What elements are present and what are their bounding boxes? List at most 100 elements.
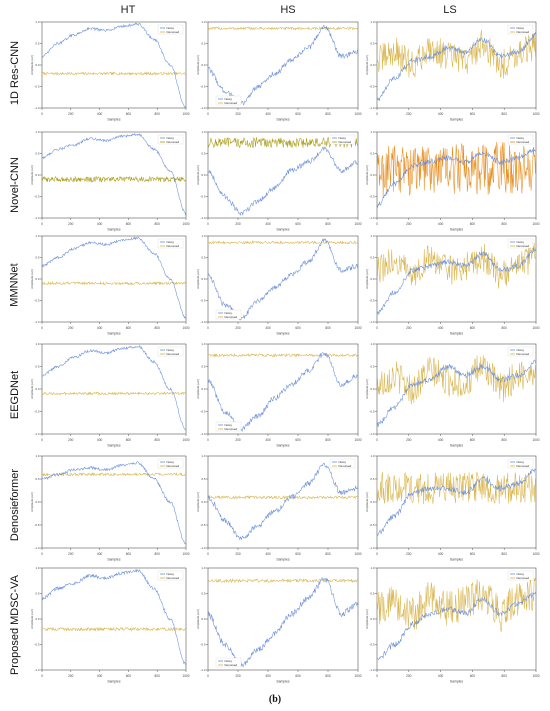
legend-label-denoised: Denoised bbox=[339, 140, 352, 144]
x-tick-label: 0 bbox=[41, 438, 43, 442]
y-tick-label: 0.0 bbox=[35, 173, 40, 177]
series-line-noisy bbox=[207, 462, 359, 541]
x-axis-label: Samples bbox=[450, 558, 463, 562]
y-tick-label: -0.5 bbox=[200, 195, 206, 199]
series-line-noisy bbox=[376, 359, 537, 427]
row-label-text: Proposed MDSC-VA bbox=[9, 574, 21, 676]
y-axis-label: Amplitude (uV) bbox=[365, 55, 369, 75]
chart-svg: 0 200 400 600 800 1000 -1.0 -0.5 0.0 0.5 1.0 Sample… bbox=[365, 342, 540, 448]
x-tick-label: 1000 bbox=[532, 326, 539, 330]
series-line-denoised bbox=[376, 577, 537, 632]
plot-frame bbox=[41, 343, 187, 435]
y-tick-label: -1.0 bbox=[369, 106, 375, 110]
plot-frame bbox=[41, 235, 187, 323]
chart-svg: 0 200 400 600 800 1000 -1.0 -0.5 0.0 0.5 1.0 Sample… bbox=[196, 566, 362, 684]
x-tick-label: 600 bbox=[295, 552, 301, 556]
y-tick-label: -1.0 bbox=[200, 216, 206, 220]
x-tick-label: 0 bbox=[207, 112, 209, 116]
legend-box bbox=[215, 309, 242, 320]
chart-panel-eegdnet-hs: 0 200 400 600 800 1000 -1.0 -0.5 0.0 0.5 1.0 Sample… bbox=[196, 340, 362, 448]
y-axis-label: Amplitude (uV) bbox=[196, 55, 200, 75]
plot-frame bbox=[376, 21, 537, 109]
x-tick-label: 0 bbox=[207, 438, 209, 442]
x-tick-label: 400 bbox=[438, 438, 444, 442]
y-tick-label: 1.0 bbox=[35, 130, 40, 134]
x-tick-label: 800 bbox=[502, 326, 508, 330]
legend-box bbox=[329, 134, 356, 145]
plot-frame bbox=[207, 343, 359, 435]
x-tick-label: 800 bbox=[502, 674, 508, 678]
x-tick-label: 0 bbox=[41, 674, 43, 678]
series-line-noisy bbox=[376, 591, 537, 661]
y-tick-label: -0.5 bbox=[200, 410, 206, 414]
legend-box bbox=[157, 458, 184, 469]
legend-box bbox=[157, 238, 184, 249]
chart-svg: 0 200 400 600 800 1000 -1.0 -0.5 0.0 0.5 1.0 Sample… bbox=[365, 454, 540, 562]
x-tick-label: 400 bbox=[438, 326, 444, 330]
x-tick-label: 600 bbox=[295, 222, 301, 226]
x-tick-label: 600 bbox=[126, 674, 132, 678]
column-header-ls: LS bbox=[443, 4, 457, 16]
y-tick-label: 1.0 bbox=[370, 454, 375, 458]
y-axis-label: Amplitude (uV) bbox=[30, 492, 34, 512]
legend-label-denoised: Denoised bbox=[339, 464, 352, 468]
x-axis-label: Samples bbox=[276, 444, 289, 448]
y-tick-label: -0.5 bbox=[34, 643, 40, 647]
x-tick-label: 200 bbox=[406, 674, 412, 678]
legend-label-noisy: Noisy bbox=[339, 460, 347, 464]
series-line-noisy bbox=[41, 461, 187, 545]
x-tick-label: 800 bbox=[502, 112, 508, 116]
x-axis-label: Samples bbox=[107, 228, 120, 232]
y-tick-label: -1.0 bbox=[200, 432, 206, 436]
x-tick-label: 1000 bbox=[532, 112, 539, 116]
row-label-text: MMNNet bbox=[9, 263, 22, 307]
chart-svg: 0 200 400 600 800 1000 -1.0 -0.5 0.0 0.5 1.0 Sample… bbox=[30, 454, 190, 562]
chart-panel-novel-cnn-hs: 0 200 400 600 800 1000 -1.0 -0.5 0.0 0.5 1.0 Sample… bbox=[196, 128, 362, 232]
x-tick-label: 800 bbox=[155, 438, 161, 442]
column-header-hs: HS bbox=[280, 4, 296, 16]
series-line-denoised bbox=[41, 391, 187, 396]
y-tick-label: -0.5 bbox=[34, 523, 40, 527]
chart-panel-mmnnet-ht: 0 200 400 600 800 1000 -1.0 -0.5 0.0 0.5 1.0 Sample… bbox=[30, 232, 190, 336]
y-tick-label: 0.0 bbox=[370, 173, 375, 177]
legend-label-denoised: Denoised bbox=[167, 140, 180, 144]
x-axis-label: Samples bbox=[450, 118, 463, 122]
x-tick-label: 600 bbox=[470, 438, 476, 442]
y-axis-label: Amplitude (uV) bbox=[196, 492, 200, 512]
chart-svg: 0 200 400 600 800 1000 -1.0 -0.5 0.0 0.5 1.0 Sample… bbox=[196, 234, 362, 336]
x-axis-label: Samples bbox=[107, 332, 120, 336]
y-tick-label: -0.5 bbox=[200, 85, 206, 89]
legend-label-noisy: Noisy bbox=[517, 26, 525, 30]
chart-panel-denosieformer-ls: 0 200 400 600 800 1000 -1.0 -0.5 0.0 0.5 1.0 Sample… bbox=[365, 452, 540, 562]
legend-label-denoised: Denoised bbox=[517, 352, 530, 356]
y-tick-label: 0.5 bbox=[201, 365, 206, 369]
x-tick-label: 400 bbox=[265, 326, 271, 330]
y-tick-label: 1.0 bbox=[201, 342, 206, 346]
y-tick-label: 0.5 bbox=[370, 477, 375, 481]
y-tick-label: -0.5 bbox=[200, 643, 206, 647]
y-tick-label: 0.5 bbox=[201, 152, 206, 156]
y-tick-label: 0.0 bbox=[201, 617, 206, 621]
x-tick-label: 0 bbox=[376, 438, 378, 442]
legend-box bbox=[215, 657, 242, 668]
legend-label-noisy: Noisy bbox=[225, 423, 233, 427]
series-line-denoised bbox=[41, 626, 187, 632]
chart-svg: 0 200 400 600 800 1000 -1.0 -0.5 0.0 0.5 1.0 Sample… bbox=[365, 234, 540, 336]
x-tick-label: 1000 bbox=[354, 552, 361, 556]
x-tick-label: 0 bbox=[207, 326, 209, 330]
x-axis-label: Samples bbox=[107, 680, 120, 684]
y-axis-label: Amplitude (uV) bbox=[365, 269, 369, 289]
x-tick-label: 400 bbox=[97, 222, 103, 226]
legend-label-denoised: Denoised bbox=[167, 576, 180, 580]
x-tick-label: 600 bbox=[470, 674, 476, 678]
y-axis-label: Amplitude (uV) bbox=[365, 379, 369, 399]
legend-box bbox=[215, 95, 242, 106]
y-axis-label: Amplitude (uV) bbox=[196, 165, 200, 185]
series-line-noisy bbox=[41, 22, 187, 109]
chart-panel-eegdnet-ht: 0 200 400 600 800 1000 -1.0 -0.5 0.0 0.5 1.0 Sample… bbox=[30, 340, 190, 448]
y-tick-label: 0.0 bbox=[370, 500, 375, 504]
x-tick-label: 600 bbox=[126, 552, 132, 556]
chart-panel-mmnnet-ls: 0 200 400 600 800 1000 -1.0 -0.5 0.0 0.5 1.0 Sample… bbox=[365, 232, 540, 336]
y-tick-label: 0.5 bbox=[35, 256, 40, 260]
row-label-denosieformer: Denosieformer bbox=[0, 450, 30, 560]
